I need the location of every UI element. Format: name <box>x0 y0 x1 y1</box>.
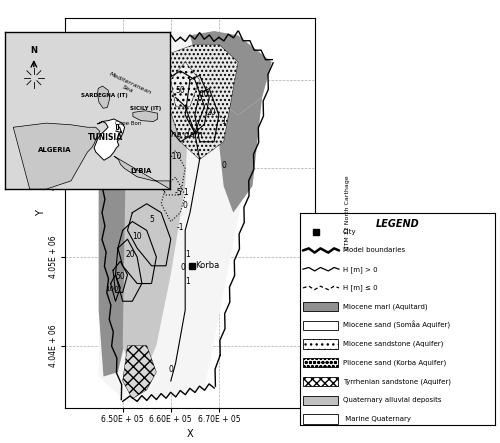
Polygon shape <box>122 346 156 399</box>
Text: ALGERIA: ALGERIA <box>38 147 72 153</box>
Text: TUNISIA: TUNISIA <box>88 132 123 142</box>
Text: Miocene marl (Aquitard): Miocene marl (Aquitard) <box>343 303 427 310</box>
Polygon shape <box>166 44 238 159</box>
Text: 50: 50 <box>116 272 125 281</box>
X-axis label: X: X <box>186 429 194 439</box>
Bar <box>303 321 338 330</box>
Bar <box>303 396 338 405</box>
Text: Miocene sandstone (Aquifer): Miocene sandstone (Aquifer) <box>343 341 444 347</box>
Polygon shape <box>114 156 170 189</box>
Y-axis label: Y: Y <box>36 210 46 216</box>
Text: Korba: Korba <box>196 261 220 270</box>
Text: Pliocene sand (Korba Aquifer): Pliocene sand (Korba Aquifer) <box>343 360 446 366</box>
Text: -1: -1 <box>176 223 184 233</box>
Text: SICILY (IT): SICILY (IT) <box>130 106 161 111</box>
Polygon shape <box>14 123 100 189</box>
Polygon shape <box>98 31 272 403</box>
Polygon shape <box>98 49 166 377</box>
Text: Tyrrhenian sandstone (Aquifer): Tyrrhenian sandstone (Aquifer) <box>343 378 451 385</box>
Bar <box>116 124 118 129</box>
Text: LEGEND: LEGEND <box>376 219 420 229</box>
Bar <box>303 302 338 311</box>
Polygon shape <box>171 62 200 106</box>
Polygon shape <box>98 86 110 108</box>
Polygon shape <box>122 44 190 390</box>
Bar <box>303 377 338 386</box>
Polygon shape <box>190 31 272 115</box>
Text: 1: 1 <box>185 276 190 286</box>
Text: Miocene sand (Somåa Aquifer): Miocene sand (Somåa Aquifer) <box>343 321 450 330</box>
Polygon shape <box>133 111 158 121</box>
Text: Quaternary alluvial deposits: Quaternary alluvial deposits <box>343 397 442 403</box>
Bar <box>303 358 338 367</box>
Polygon shape <box>70 27 306 399</box>
Text: H [m] > 0: H [m] > 0 <box>343 266 378 272</box>
Text: Cape Bon: Cape Bon <box>114 121 141 126</box>
Text: UTM 32 North Carthage: UTM 32 North Carthage <box>345 175 350 250</box>
Text: H [m] ≤ 0: H [m] ≤ 0 <box>343 284 378 291</box>
Text: 0: 0 <box>180 263 185 272</box>
Text: Mediterranean
Sea: Mediterranean Sea <box>106 71 152 101</box>
Text: 1: 1 <box>222 117 226 126</box>
Text: 1: 1 <box>185 250 190 259</box>
Polygon shape <box>94 119 124 160</box>
Text: 0: 0 <box>183 201 188 210</box>
Text: Model boundaries: Model boundaries <box>343 248 405 253</box>
Polygon shape <box>214 97 262 213</box>
Text: 10: 10 <box>132 232 142 241</box>
Text: 0: 0 <box>221 161 226 171</box>
Text: 20: 20 <box>125 250 134 259</box>
Bar <box>303 414 338 424</box>
Text: 100: 100 <box>106 286 119 291</box>
Text: SARDEGNA (IT): SARDEGNA (IT) <box>80 93 128 98</box>
Text: 50: 50 <box>176 86 186 95</box>
Text: Lebna dam: Lebna dam <box>156 130 203 140</box>
Text: LYBIA: LYBIA <box>130 167 152 174</box>
Bar <box>303 339 338 349</box>
Text: Marine Quaternary: Marine Quaternary <box>343 416 411 422</box>
Text: 0: 0 <box>168 365 173 374</box>
Text: N: N <box>30 46 38 55</box>
Text: 5: 5 <box>149 214 154 224</box>
Text: 1: 1 <box>183 188 188 197</box>
Text: 20: 20 <box>207 108 216 117</box>
Text: City: City <box>343 229 356 235</box>
Text: 10: 10 <box>200 90 209 100</box>
Text: -5: -5 <box>174 188 182 197</box>
Text: -10: -10 <box>170 152 182 162</box>
